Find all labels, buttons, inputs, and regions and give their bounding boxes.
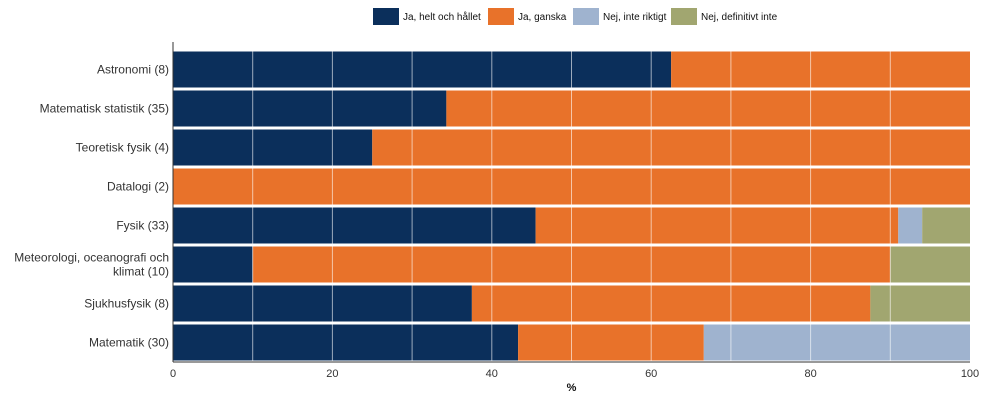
x-tick-labels: 0 20 40 60 80 100 — [170, 368, 979, 380]
bar-segment — [671, 51, 970, 88]
gridlines — [252, 42, 891, 362]
bar-segment — [173, 90, 447, 127]
category-label: Sjukhusfysik (8) — [84, 297, 169, 311]
legend-label: Nej, inte riktigt — [603, 12, 667, 23]
category-label: Astronomi (8) — [97, 63, 169, 77]
legend-label: Nej, definitivt inte — [701, 12, 778, 23]
bar-segment — [518, 324, 704, 361]
legend-label: Ja, helt och hållet — [403, 11, 481, 23]
bar-segment — [173, 324, 519, 361]
bar-segment — [703, 324, 970, 361]
x-tick-label: 80 — [804, 368, 816, 380]
bar-segment — [890, 246, 970, 283]
bar-segment — [173, 129, 373, 166]
category-label: Matematik (30) — [89, 336, 169, 350]
bar-segment — [173, 246, 253, 283]
x-axis-title: % — [567, 382, 577, 394]
bars — [173, 51, 971, 361]
category-label: Fysik (33) — [116, 219, 169, 233]
x-tick-label: 60 — [645, 368, 657, 380]
category-label: Datalogi (2) — [107, 180, 169, 194]
category-labels: Astronomi (8) Matematisk statistik (35) Te… — [14, 63, 169, 350]
legend-swatch — [488, 8, 514, 25]
bar-segment — [922, 207, 970, 244]
axes — [172, 42, 970, 363]
category-label: Matematisk statistik (35) — [40, 102, 169, 116]
legend-label: Ja, ganska — [518, 12, 567, 23]
x-tick-label: 0 — [170, 368, 176, 380]
x-tick-label: 40 — [486, 368, 498, 380]
legend-swatch — [373, 8, 399, 25]
bar-segment — [535, 207, 899, 244]
legend-swatch — [671, 8, 697, 25]
bar-segment — [372, 129, 970, 166]
category-label: Meteorologi, oceanografi och klimat (10) — [14, 251, 169, 279]
category-label: Teoretisk fysik (4) — [76, 141, 169, 155]
legend-swatch — [573, 8, 599, 25]
bar-segment — [173, 285, 472, 322]
bar-segment — [173, 51, 672, 88]
bar-segment — [870, 285, 970, 322]
x-tick-label: 100 — [961, 368, 979, 380]
bar-segment — [446, 90, 971, 127]
bar-segment — [898, 207, 923, 244]
bar-segment — [471, 285, 871, 322]
bar-segment — [173, 207, 536, 244]
legend: Ja, helt och hållet Ja, ganska Nej, inte r… — [373, 8, 778, 25]
x-tick-label: 20 — [326, 368, 338, 380]
